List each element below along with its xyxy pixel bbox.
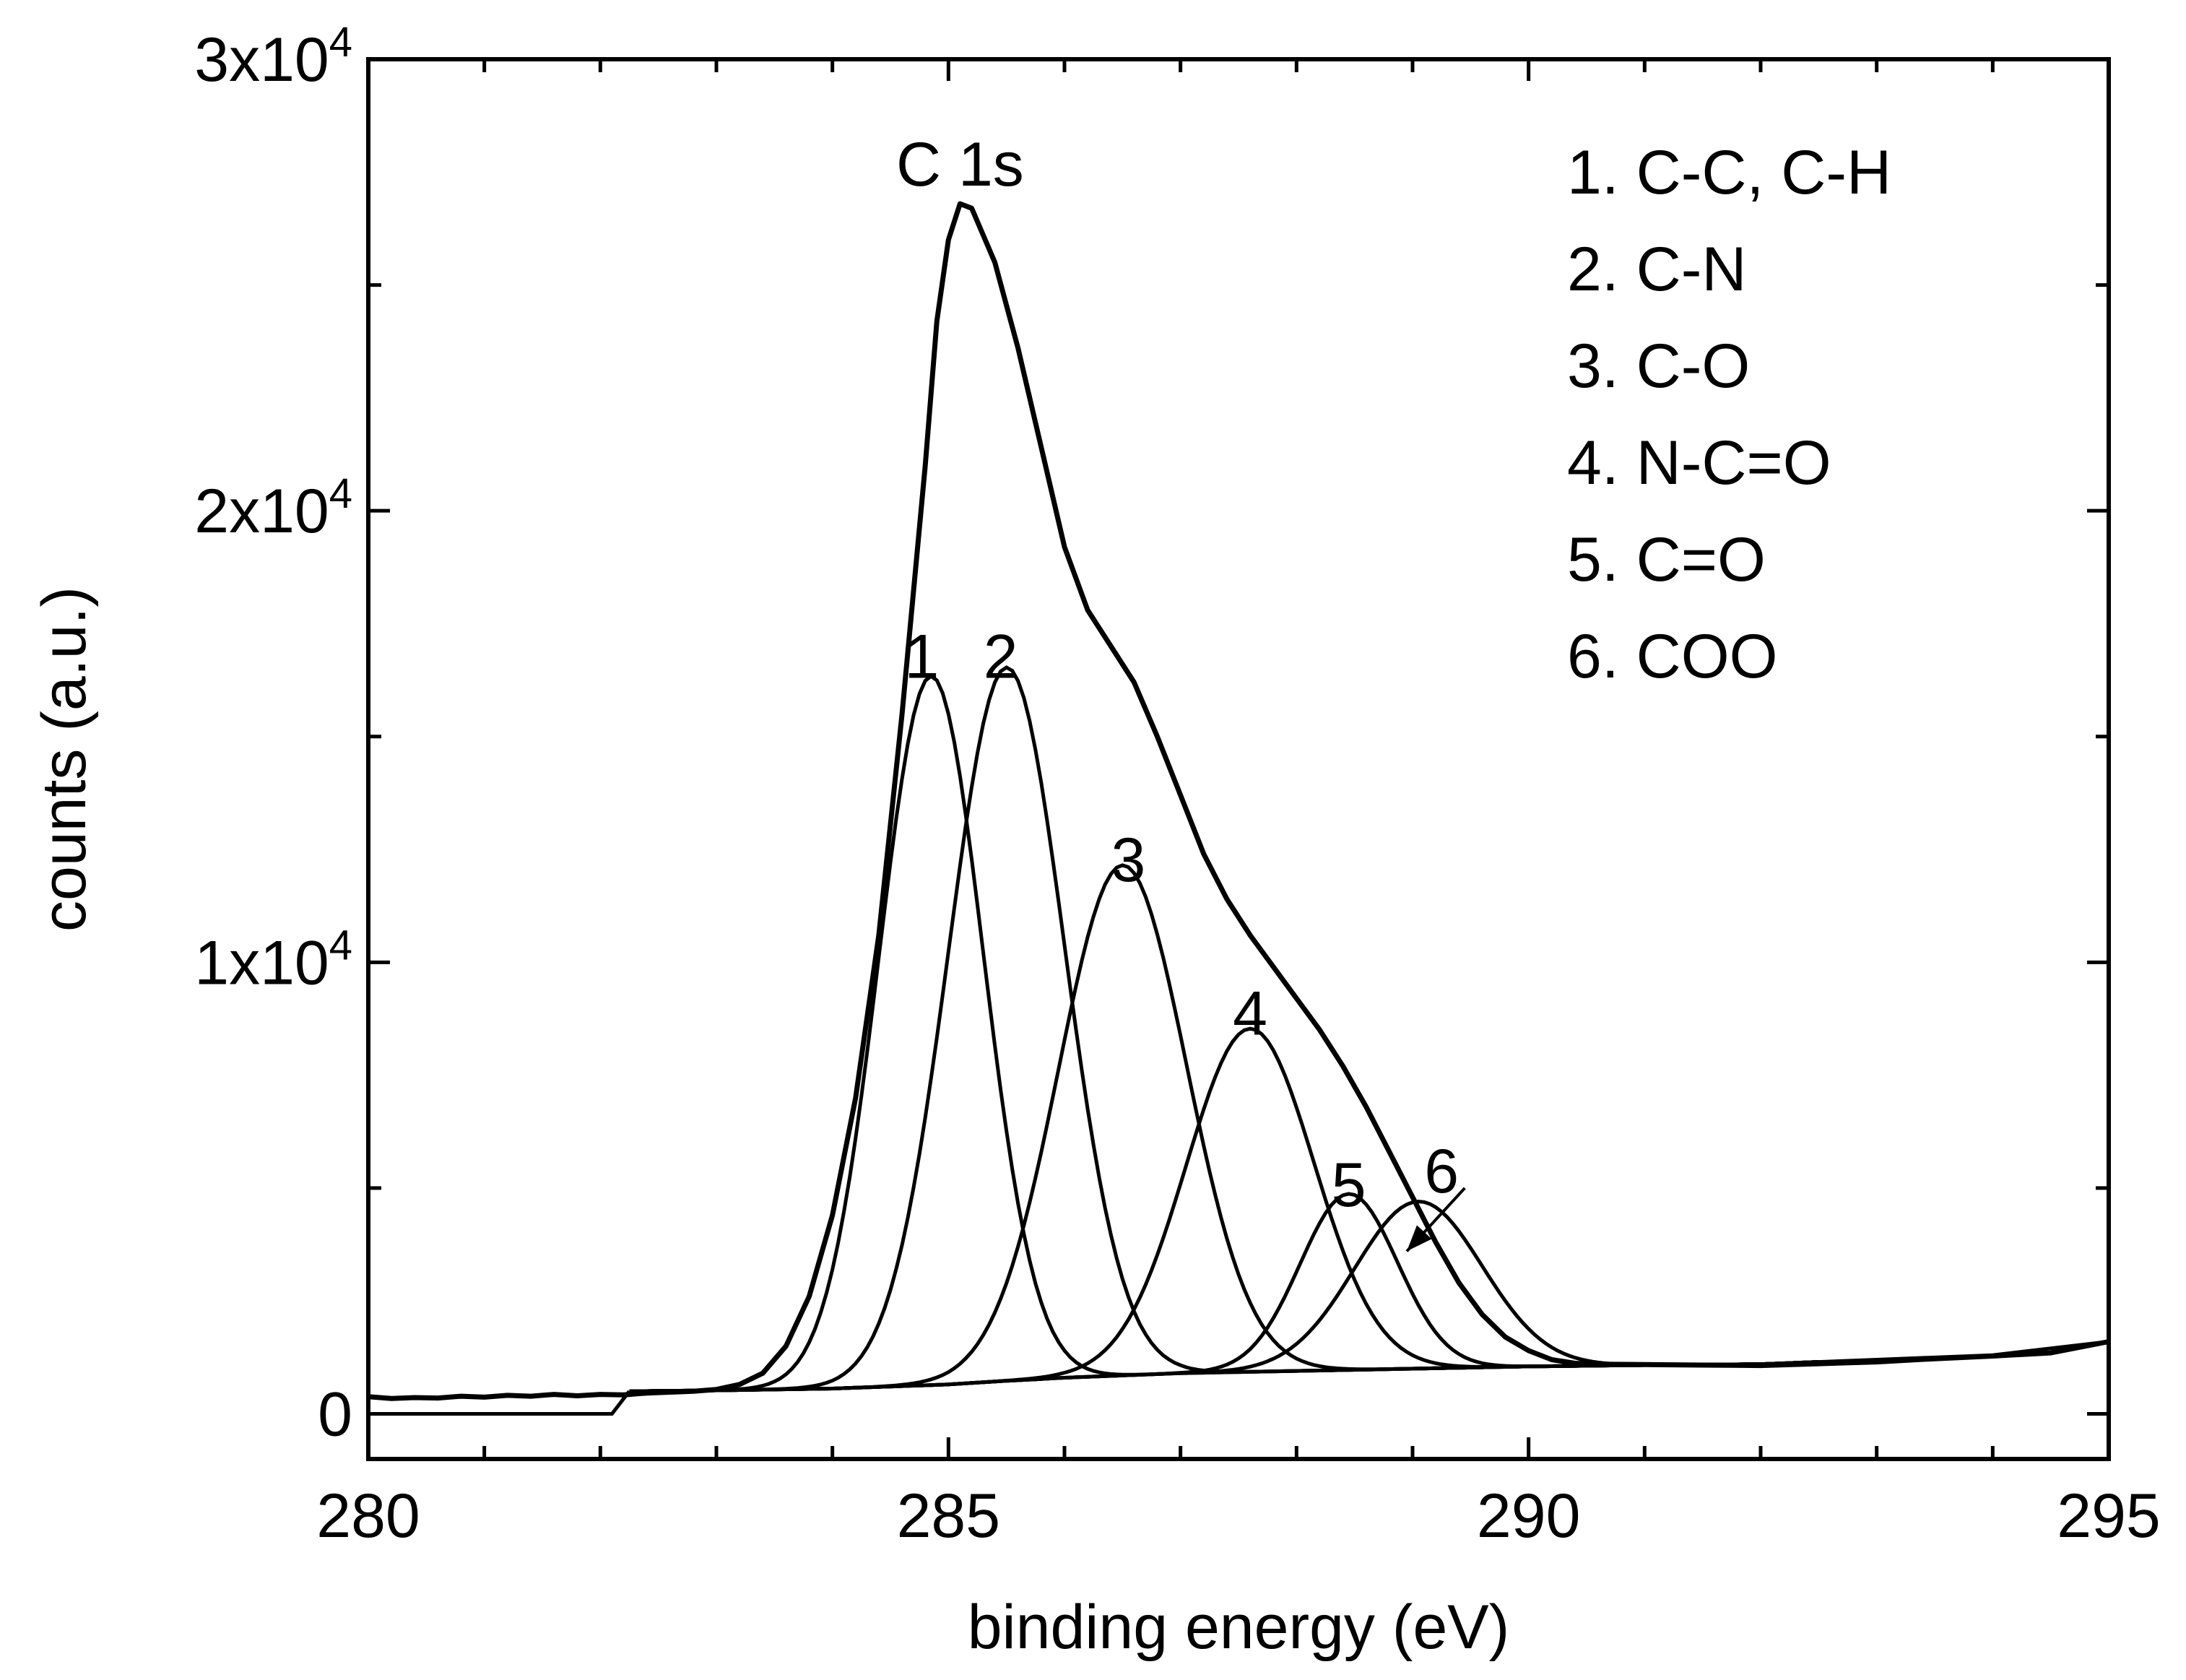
ticks-group: 280 285 290 295 0 1x104 2x104 3x104	[194, 19, 2161, 1551]
peak-4-label: 4	[1233, 979, 1267, 1048]
y-tick-label: 1x104	[194, 922, 352, 997]
y-tick-label: 2x104	[194, 470, 352, 546]
peak-1-line	[629, 674, 1819, 1393]
y-axis-title: counts (a.u.)	[30, 586, 99, 932]
legend-item-6: 6. COO	[1567, 622, 1778, 691]
x-tick-label: 285	[897, 1481, 1001, 1551]
peak-3-label: 3	[1111, 826, 1145, 895]
legend: 1. C-C, C-H 2. C-N 3. C-O 4. N-C=O 5. C=O 6. …	[1567, 138, 1891, 691]
plot-frame	[366, 57, 2111, 1461]
peak-label-c1s: C 1s	[896, 130, 1024, 199]
x-axis-title: binding energy (eV)	[968, 1593, 1510, 1662]
peak-2-label: 2	[984, 622, 1018, 691]
background-step-line	[368, 1390, 631, 1416]
peak-4-line	[629, 1026, 1819, 1393]
peak-5-label: 5	[1332, 1151, 1366, 1220]
arrow-6-head	[1406, 1225, 1432, 1252]
peak-6-label: 6	[1424, 1137, 1459, 1206]
legend-item-3: 3. C-O	[1567, 332, 1750, 401]
peak-3-line	[629, 863, 1819, 1393]
x-tick-label: 290	[1477, 1481, 1581, 1551]
legend-item-5: 5. C=O	[1567, 525, 1766, 594]
peak-1-label: 1	[904, 622, 939, 691]
legend-item-2: 2. C-N	[1567, 235, 1746, 304]
envelope-line	[368, 201, 2109, 1401]
curves-group	[368, 201, 2109, 1416]
y-tick-label: 3x104	[194, 19, 352, 95]
y-tick-label: 0	[318, 1380, 352, 1449]
legend-item-1: 1. C-C, C-H	[1567, 138, 1891, 207]
x-tick-label: 295	[2057, 1481, 2161, 1551]
peak-2-line	[629, 665, 1819, 1393]
x-tick-label: 280	[316, 1481, 420, 1551]
legend-item-4: 4. N-C=O	[1567, 428, 1831, 498]
labels-group: binding energy (eV) counts (a.u.) C 1s 1…	[30, 130, 1509, 1662]
plot-frame-group	[366, 57, 2111, 1461]
